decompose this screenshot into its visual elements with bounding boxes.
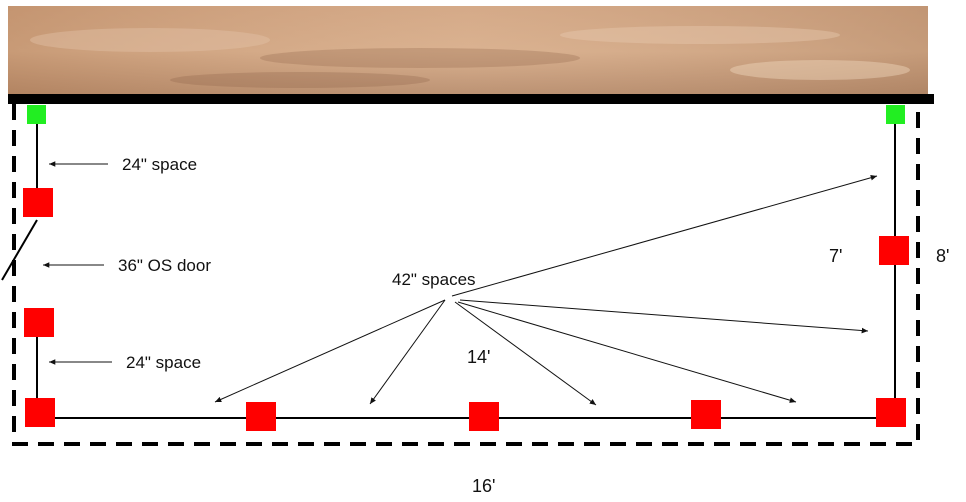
post-right-mid bbox=[879, 236, 909, 265]
arrow-spaces-5 bbox=[459, 299, 869, 334]
label-outer-8: 8' bbox=[936, 246, 949, 266]
arrow-spaces-1 bbox=[214, 299, 446, 403]
label-inner-7: 7' bbox=[829, 246, 842, 266]
corner-post-left bbox=[27, 105, 46, 124]
post-bottom-1 bbox=[246, 402, 276, 431]
label-spaces-42: 42" spaces bbox=[392, 270, 476, 289]
sky-photo bbox=[8, 6, 928, 97]
arrow-spaces-4 bbox=[457, 301, 797, 403]
post-left-upper bbox=[23, 188, 53, 217]
outer-boundary-dashed bbox=[12, 104, 920, 446]
post-left-lower bbox=[24, 308, 54, 337]
post-bottom-2 bbox=[469, 402, 499, 431]
label-space-bottom: 24" space bbox=[126, 353, 201, 372]
post-bottom-3 bbox=[691, 400, 721, 429]
spaces-arrow-fan bbox=[214, 175, 878, 406]
label-door: 36" OS door bbox=[118, 256, 211, 275]
label-inner-14: 14' bbox=[467, 347, 490, 367]
post-bottom-left-corner bbox=[25, 398, 55, 427]
arrow-spaces-6 bbox=[451, 175, 878, 297]
corner-post-right bbox=[886, 105, 905, 124]
house-wall bbox=[8, 94, 934, 104]
label-outer-16: 16' bbox=[472, 476, 495, 496]
arrow-spaces-2 bbox=[369, 299, 446, 405]
door-swing-line bbox=[1, 219, 38, 281]
arrow-spaces-3 bbox=[454, 301, 597, 406]
post-bottom-right-corner bbox=[876, 398, 906, 427]
label-space-top: 24" space bbox=[122, 155, 197, 174]
